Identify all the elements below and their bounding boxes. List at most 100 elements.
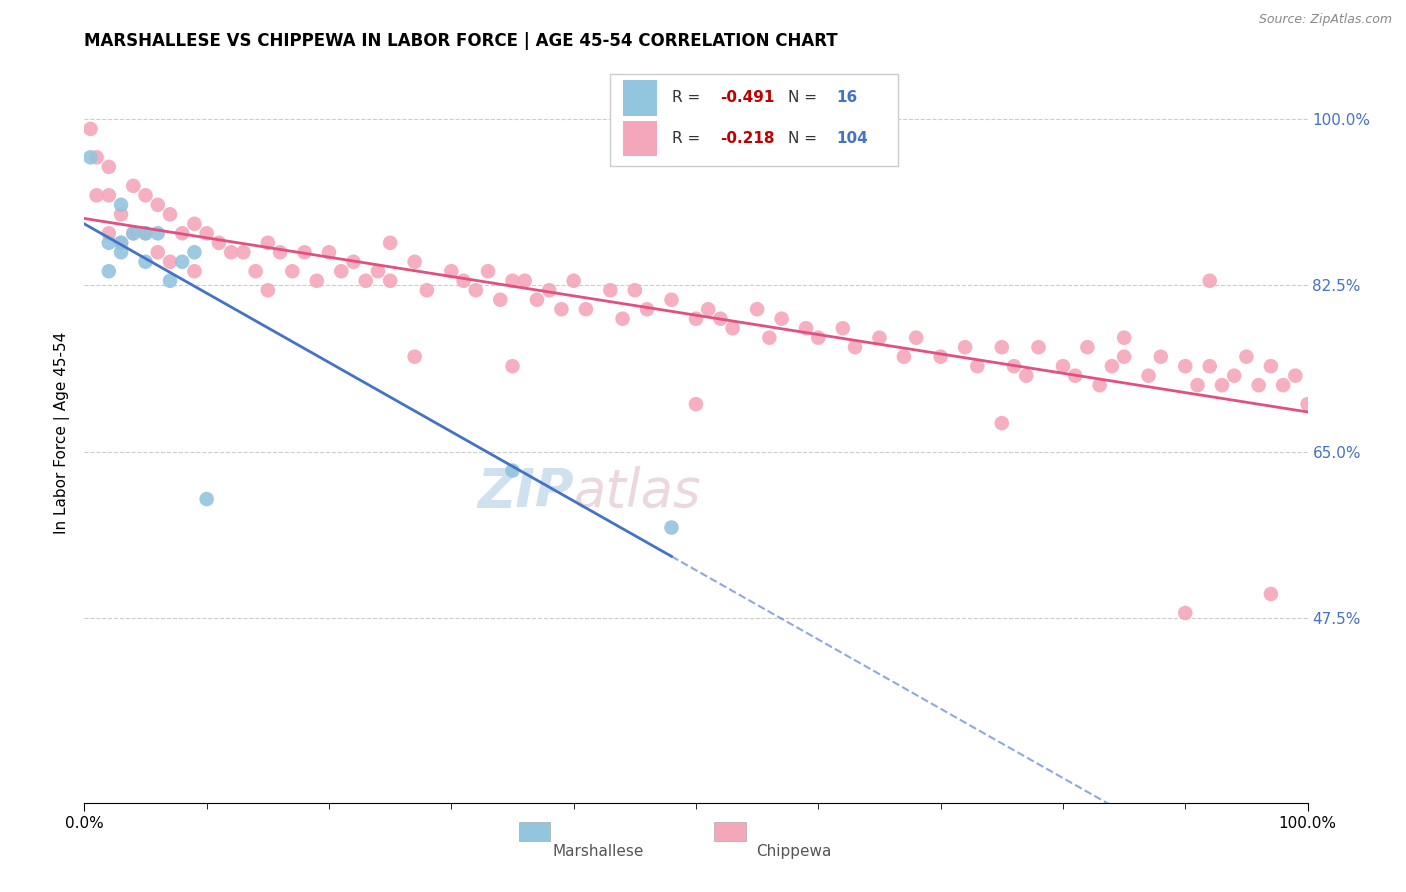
Point: [575, 302, 598, 317]
Text: atlas: atlas: [574, 466, 702, 518]
Point: [661, 520, 683, 534]
Point: [612, 311, 634, 326]
Point: [1064, 368, 1087, 383]
Point: [1260, 587, 1282, 601]
Point: [513, 274, 536, 288]
Point: [208, 235, 231, 250]
Point: [929, 350, 952, 364]
Point: [159, 274, 181, 288]
Point: [195, 227, 218, 241]
Point: [697, 302, 720, 317]
Point: [440, 264, 463, 278]
Point: [709, 311, 731, 326]
Text: ZIP: ZIP: [477, 466, 574, 518]
Point: [807, 331, 830, 345]
Point: [1114, 331, 1136, 345]
Point: [721, 321, 744, 335]
Point: [122, 227, 145, 241]
Point: [1088, 378, 1111, 392]
Point: [453, 274, 475, 288]
Point: [380, 274, 402, 288]
FancyBboxPatch shape: [519, 822, 550, 841]
Point: [232, 245, 254, 260]
Text: N =: N =: [787, 131, 821, 146]
Point: [869, 331, 891, 345]
Point: [172, 227, 194, 241]
Point: [991, 340, 1014, 354]
FancyBboxPatch shape: [714, 822, 747, 841]
Point: [135, 227, 157, 241]
Point: [110, 198, 132, 212]
Point: [183, 217, 205, 231]
Point: [305, 274, 328, 288]
Point: [404, 350, 426, 364]
Point: [97, 227, 120, 241]
Point: [1174, 606, 1197, 620]
Point: [245, 264, 267, 278]
Text: 16: 16: [837, 90, 858, 105]
Point: [477, 264, 499, 278]
Point: [1284, 368, 1306, 383]
Point: [1187, 378, 1209, 392]
Text: R =: R =: [672, 90, 704, 105]
Y-axis label: In Labor Force | Age 45-54: In Labor Force | Age 45-54: [55, 332, 70, 533]
Point: [172, 254, 194, 268]
Point: [342, 254, 364, 268]
Point: [599, 283, 621, 297]
Point: [146, 227, 169, 241]
Point: [146, 198, 169, 212]
Point: [367, 264, 389, 278]
Text: 104: 104: [837, 131, 869, 146]
Point: [562, 274, 585, 288]
Point: [1296, 397, 1319, 411]
Point: [110, 235, 132, 250]
Point: [770, 311, 793, 326]
Point: [195, 491, 218, 506]
Point: [831, 321, 853, 335]
Point: [257, 235, 280, 250]
FancyBboxPatch shape: [610, 73, 898, 166]
Point: [1002, 359, 1025, 374]
Text: Marshallese: Marshallese: [553, 844, 644, 858]
Point: [489, 293, 512, 307]
Point: [1076, 340, 1098, 354]
Point: [1137, 368, 1160, 383]
Point: [219, 245, 242, 260]
Point: [1211, 378, 1233, 392]
FancyBboxPatch shape: [623, 80, 657, 116]
Point: [502, 464, 524, 478]
Point: [794, 321, 817, 335]
Point: [1260, 359, 1282, 374]
Point: [183, 245, 205, 260]
Point: [624, 283, 647, 297]
Text: Source: ZipAtlas.com: Source: ZipAtlas.com: [1258, 13, 1392, 27]
Point: [318, 245, 340, 260]
Text: -0.491: -0.491: [720, 90, 775, 105]
Point: [183, 264, 205, 278]
Point: [1223, 368, 1246, 383]
Point: [464, 283, 486, 297]
Point: [86, 150, 108, 164]
Point: [122, 227, 145, 241]
Point: [685, 397, 707, 411]
Point: [97, 160, 120, 174]
Point: [97, 235, 120, 250]
Point: [1150, 350, 1173, 364]
Point: [991, 416, 1014, 430]
Point: [135, 188, 157, 202]
Point: [844, 340, 866, 354]
Point: [86, 188, 108, 202]
Point: [1052, 359, 1074, 374]
Point: [79, 150, 101, 164]
Point: [135, 254, 157, 268]
Point: [953, 340, 976, 354]
Point: [758, 331, 780, 345]
Point: [966, 359, 988, 374]
Point: [502, 274, 524, 288]
Point: [110, 207, 132, 221]
Point: [526, 293, 548, 307]
Point: [1247, 378, 1270, 392]
Point: [122, 178, 145, 193]
Point: [502, 359, 524, 374]
Point: [636, 302, 658, 317]
